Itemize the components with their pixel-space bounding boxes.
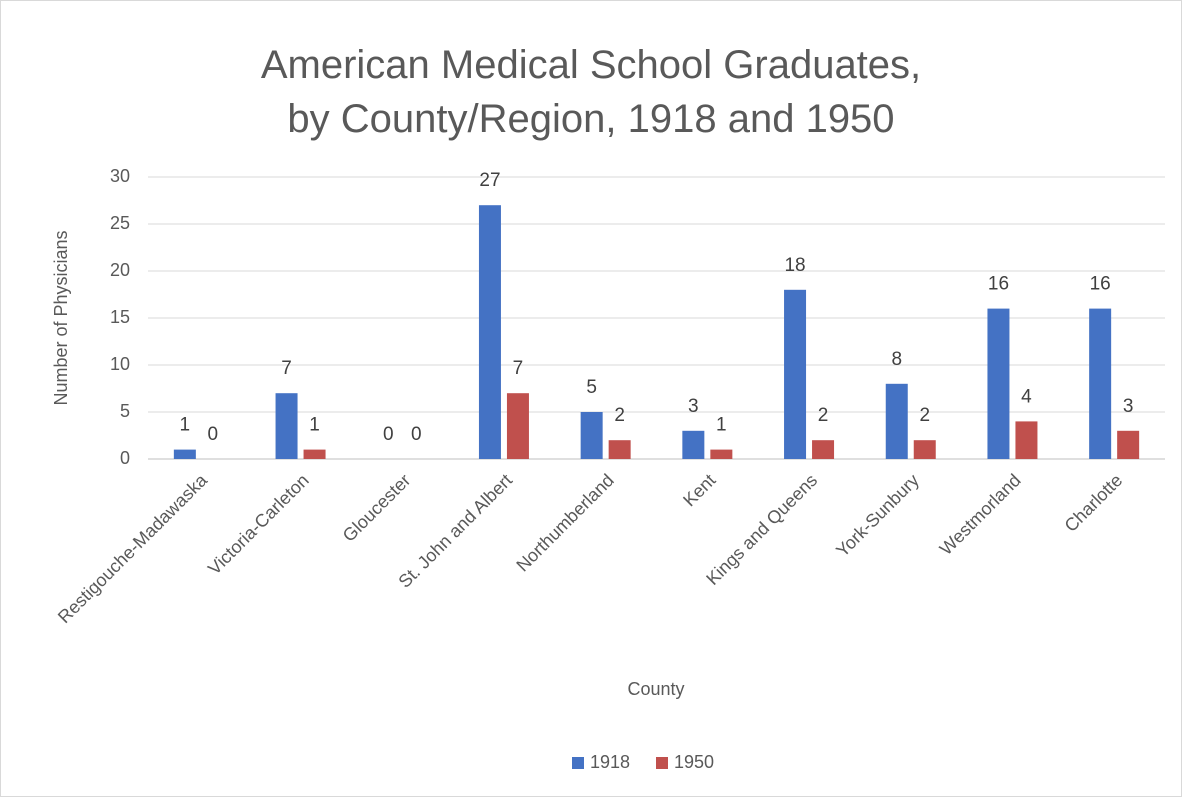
bar [275, 393, 298, 459]
y-tick-label: 20 [110, 260, 130, 280]
y-tick-label: 5 [120, 401, 130, 421]
data-label: 0 [383, 424, 394, 445]
y-tick-label: 25 [110, 213, 130, 233]
bar [913, 440, 936, 459]
data-label: 2 [818, 405, 829, 426]
y-tick-label: 10 [110, 354, 130, 374]
data-label: 1 [309, 415, 320, 436]
bar [812, 440, 835, 459]
data-label: 0 [411, 424, 422, 445]
data-label: 3 [688, 396, 699, 417]
data-label: 7 [513, 358, 524, 379]
data-label: 2 [614, 405, 625, 426]
data-label: 1 [716, 415, 727, 436]
bar [173, 449, 196, 459]
data-label: 5 [586, 377, 597, 398]
bar [478, 205, 501, 459]
data-label: 16 [1090, 274, 1111, 295]
bar [710, 449, 733, 459]
legend-swatch [572, 757, 584, 769]
data-label: 16 [988, 274, 1009, 295]
y-tick-label: 30 [110, 166, 130, 186]
bar [1117, 430, 1140, 459]
legend-label: 1918 [590, 752, 630, 772]
bar [1089, 308, 1112, 459]
y-tick-label: 15 [110, 307, 130, 327]
x-axis-title: County [627, 679, 684, 699]
data-label: 3 [1123, 396, 1134, 417]
data-label: 4 [1021, 386, 1032, 407]
y-axis-title: Number of Physicians [51, 230, 71, 405]
legend-label: 1950 [674, 752, 714, 772]
data-label: 0 [208, 424, 219, 445]
bar [580, 412, 603, 459]
data-label: 18 [784, 255, 805, 276]
bar [1015, 421, 1038, 459]
bar [506, 393, 529, 459]
bar [784, 289, 807, 459]
bar [682, 430, 705, 459]
legend-swatch [656, 757, 668, 769]
y-tick-label: 0 [120, 448, 130, 468]
chart-title: American Medical School Graduates, by Co… [260, 43, 922, 141]
bar [885, 383, 908, 459]
data-label: 1 [180, 415, 191, 436]
data-label: 2 [919, 405, 930, 426]
data-label: 27 [479, 170, 500, 191]
data-label: 8 [891, 349, 902, 370]
data-label: 7 [281, 358, 292, 379]
bar [303, 449, 326, 459]
bar [987, 308, 1010, 459]
bar [608, 440, 631, 459]
